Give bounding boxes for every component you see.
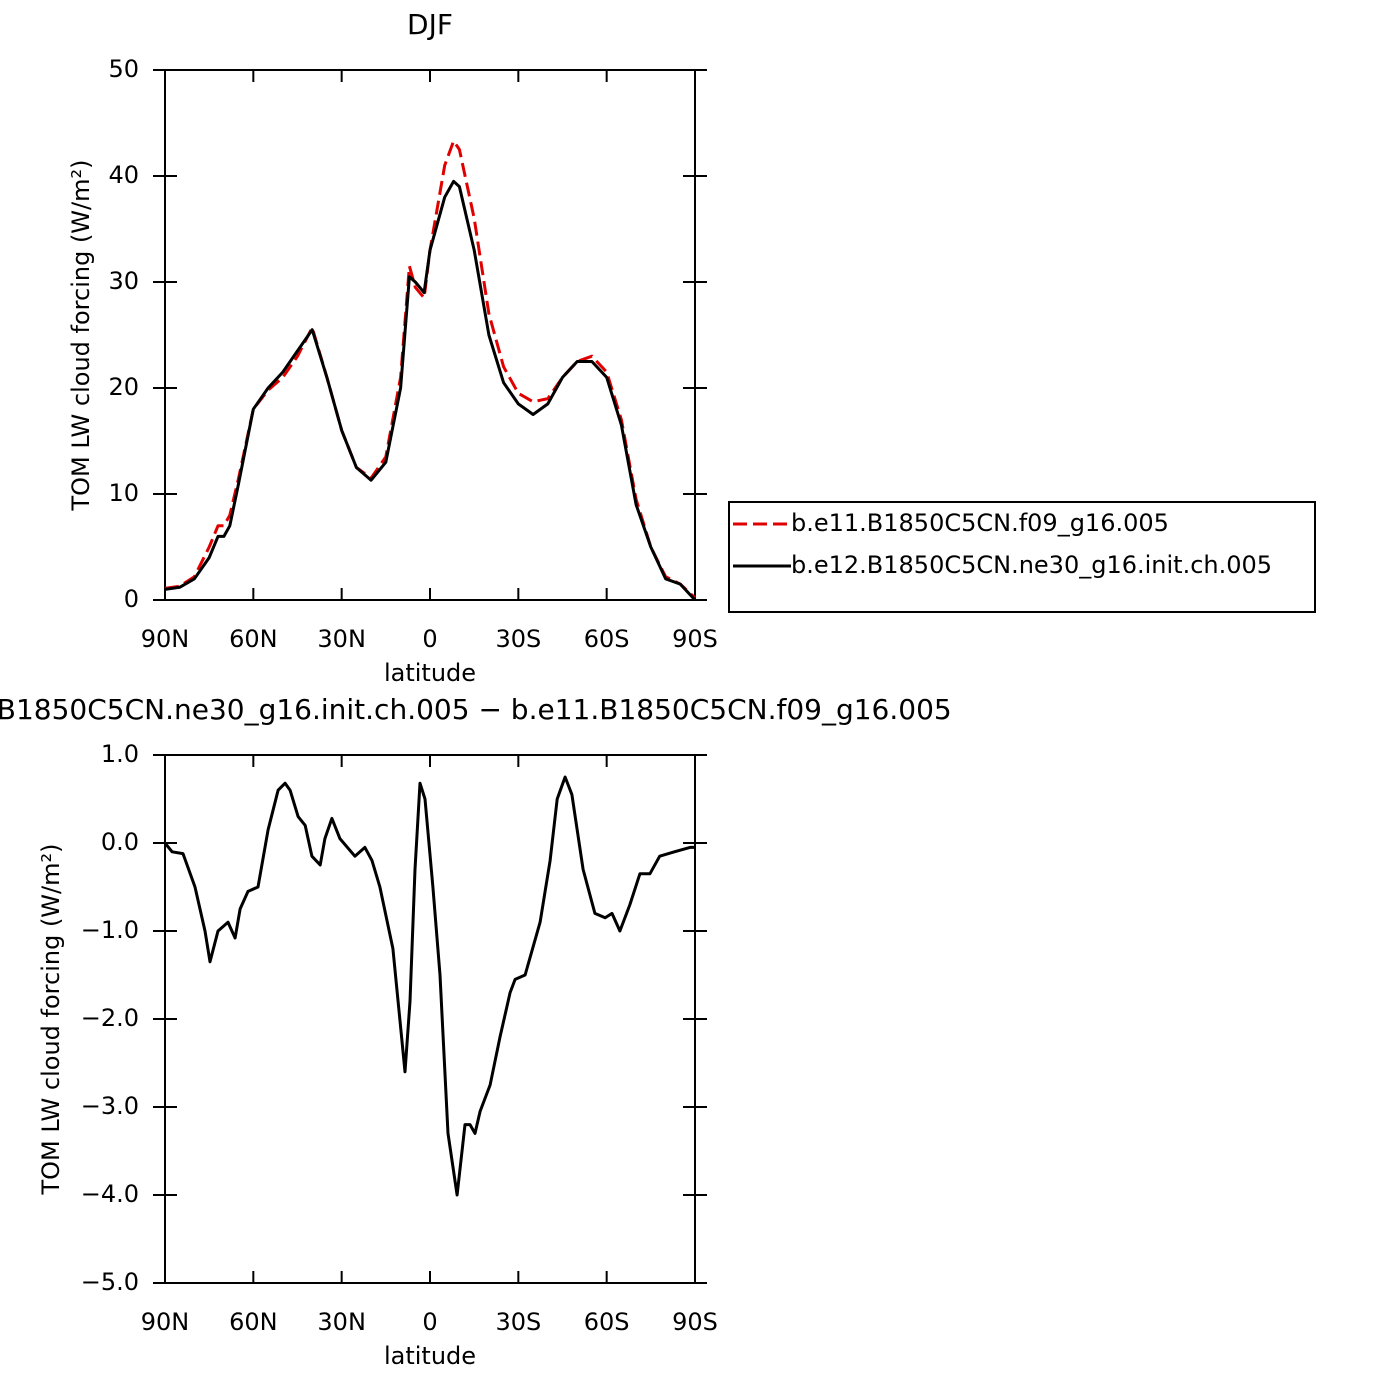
y-tick-label: 1.0	[101, 740, 139, 768]
x-tick-label: 60N	[229, 1308, 278, 1336]
x-tick-label: 0	[422, 1308, 437, 1336]
x-tick-label: 60S	[584, 1308, 630, 1336]
x-tick-label: 90S	[672, 625, 718, 653]
y-axis-label: TOM LW cloud forcing (W/m²)	[67, 160, 95, 512]
chart-title: b.e12.B1850C5CN.ne30_g16.init.ch.005 − b…	[0, 693, 952, 726]
legend-box	[728, 501, 1316, 613]
y-tick-label: 0	[124, 585, 139, 613]
y-tick-label: −2.0	[81, 1004, 139, 1032]
x-tick-label: 90N	[141, 625, 190, 653]
y-tick-label: 0.0	[101, 828, 139, 856]
x-axis-label: latitude	[384, 659, 476, 687]
y-tick-label: 30	[108, 267, 139, 295]
y-tick-label: 20	[108, 373, 139, 401]
x-tick-label: 30N	[317, 625, 366, 653]
x-tick-label: 30S	[495, 625, 541, 653]
legend-label: b.e12.B1850C5CN.ne30_g16.init.ch.005	[791, 551, 1272, 579]
x-tick-label: 30N	[317, 1308, 366, 1336]
x-tick-label: 30S	[495, 1308, 541, 1336]
y-tick-label: 40	[108, 161, 139, 189]
y-tick-label: 10	[108, 479, 139, 507]
y-tick-label: −1.0	[81, 916, 139, 944]
y-tick-label: −5.0	[81, 1268, 139, 1296]
y-tick-label: 50	[108, 55, 139, 83]
x-tick-label: 60S	[584, 625, 630, 653]
data-line	[164, 179, 697, 602]
x-tick-label: 60N	[229, 625, 278, 653]
plot-frame	[164, 754, 696, 1284]
legend-label: b.e11.B1850C5CN.f09_g16.005	[791, 509, 1169, 537]
x-tick-label: 0	[422, 625, 437, 653]
x-tick-label: 90S	[672, 1308, 718, 1336]
plot-frame	[164, 69, 696, 601]
data-line	[164, 139, 697, 599]
x-axis-label: latitude	[384, 1342, 476, 1370]
y-axis-label: TOM LW cloud forcing (W/m²)	[37, 844, 65, 1196]
y-tick-label: −4.0	[81, 1180, 139, 1208]
x-tick-label: 90N	[141, 1308, 190, 1336]
y-tick-label: −3.0	[81, 1092, 139, 1120]
chart-title: DJF	[407, 8, 453, 41]
data-line	[163, 775, 695, 1197]
